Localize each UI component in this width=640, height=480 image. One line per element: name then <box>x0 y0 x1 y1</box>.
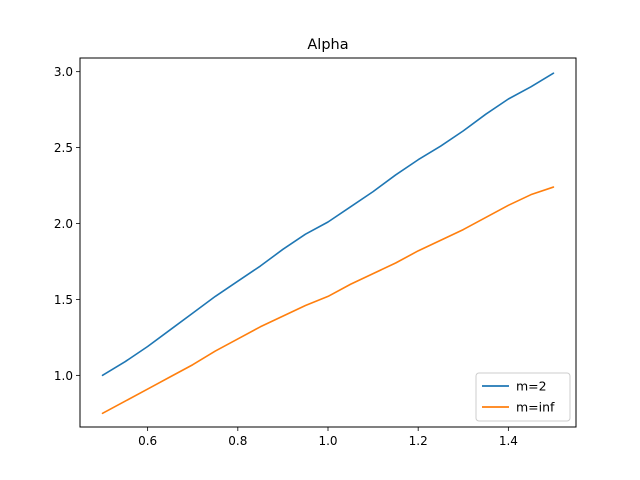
x-tick-label: 1.2 <box>409 434 428 448</box>
legend-box <box>475 372 571 422</box>
legend: m=2 m=inf <box>475 372 571 422</box>
y-tick-label: 3.0 <box>54 65 73 79</box>
y-tick-label: 1.5 <box>54 293 73 307</box>
series-line-m-inf <box>101 186 555 415</box>
x-tick-label: 1.4 <box>499 434 518 448</box>
series-layer <box>101 72 555 415</box>
x-axis: 0.6 0.8 1.0 1.2 1.4 <box>138 427 518 448</box>
legend-label: m=2 <box>516 379 547 394</box>
x-tick-label: 0.6 <box>138 434 157 448</box>
x-tick-label: 0.8 <box>228 434 247 448</box>
y-axis: 1.0 1.5 2.0 2.5 3.0 <box>54 65 80 383</box>
y-tick-label: 2.0 <box>54 217 73 231</box>
plot-frame <box>79 57 577 428</box>
y-tick-label: 2.5 <box>54 141 73 155</box>
series-line-m-2 <box>101 72 555 377</box>
legend-label: m=inf <box>516 400 555 415</box>
x-tick-label: 1.0 <box>318 434 337 448</box>
y-tick-label: 1.0 <box>54 369 73 383</box>
chart-title: Alpha <box>307 37 348 53</box>
